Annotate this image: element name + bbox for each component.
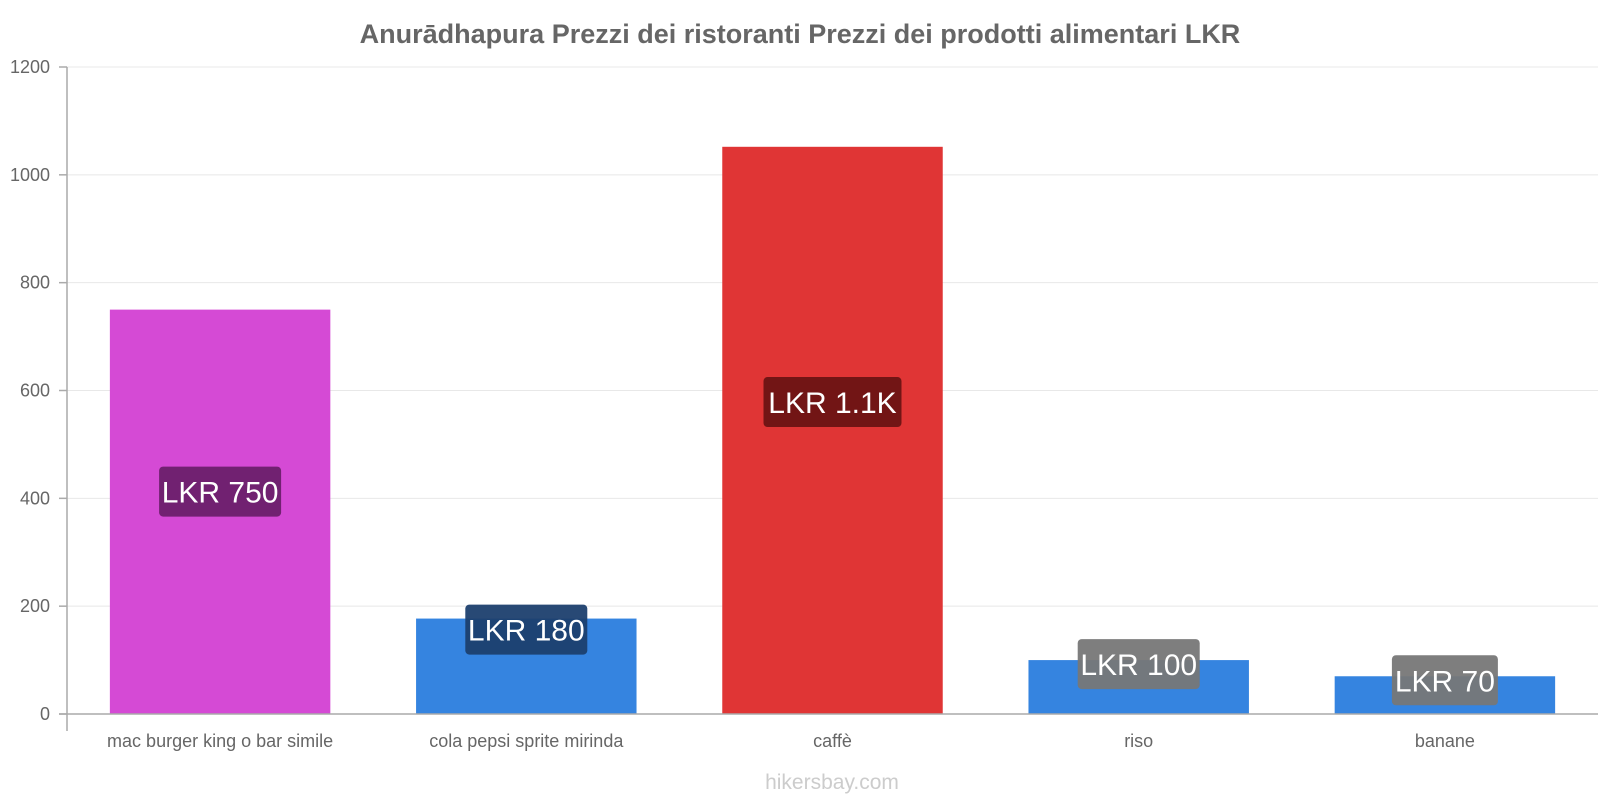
data-label: LKR 70 <box>1395 665 1495 698</box>
y-tick-label: 0 <box>40 704 50 724</box>
data-label-box <box>159 466 282 517</box>
x-tick-label: mac burger king o bar simile <box>107 731 333 751</box>
data-label: LKR 100 <box>1080 649 1197 682</box>
data-label-box <box>465 604 588 655</box>
y-tick-label: 1000 <box>10 165 50 185</box>
data-label-box <box>1077 639 1200 690</box>
y-tick-label: 600 <box>20 381 50 401</box>
data-labels: LKR 750 LKR 180 LKR 1.1K LKR 100 LKR 70 <box>159 377 1498 706</box>
x-tick-label: cola pepsi sprite mirinda <box>429 731 624 751</box>
chart-title: Anurādhapura Prezzi dei ristoranti Prezz… <box>360 19 1241 49</box>
y-tick-label: 400 <box>20 488 50 508</box>
y-tick-label: 200 <box>20 596 50 616</box>
data-label: LKR 750 <box>162 477 279 510</box>
bars <box>109 146 1556 715</box>
bar <box>722 146 943 715</box>
data-label: LKR 180 <box>468 615 585 648</box>
data-label-box <box>1391 655 1498 706</box>
axes: 0 200 400 600 800 1000 1200 mac burger king o b… <box>10 57 1598 751</box>
x-tick-label: riso <box>1124 731 1153 751</box>
watermark: hikersbay.com <box>765 771 899 794</box>
x-tick-label: caffè <box>813 731 852 751</box>
y-tick-label: 1200 <box>10 57 50 77</box>
data-label-box <box>763 377 902 428</box>
y-tick-label: 800 <box>20 273 50 293</box>
data-label: LKR 1.1K <box>768 387 896 420</box>
x-tick-label: banane <box>1415 731 1475 751</box>
